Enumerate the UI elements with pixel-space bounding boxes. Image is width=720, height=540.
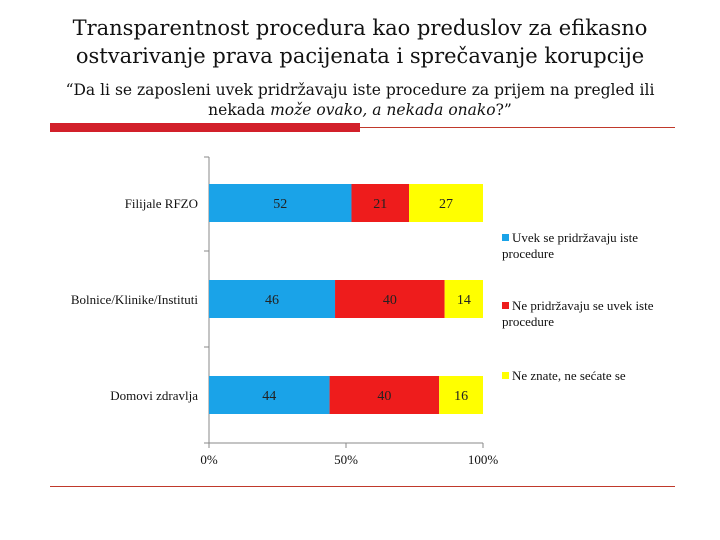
legend-swatch-not-always xyxy=(502,302,509,309)
bar-segment-0-1 xyxy=(351,184,410,222)
category-label-bolnice: Bolnice/Klinike/Instituti xyxy=(70,292,198,307)
bar-segment-0-2 xyxy=(409,184,483,222)
bar-segment-2-2 xyxy=(439,376,483,414)
bar-value-label-0-2: 27 xyxy=(439,197,453,212)
bar-segment-2-0 xyxy=(209,376,330,414)
title-line-1: Transparentnost procedura kao preduslov … xyxy=(72,16,648,40)
bar-value-label-1-0: 46 xyxy=(265,293,279,308)
decorative-red-bar xyxy=(50,123,360,132)
legend-item-always: Uvek se pridržavaju iste procedure xyxy=(502,230,672,262)
bar-value-label-1-1: 40 xyxy=(383,293,397,308)
bar-segment-1-2 xyxy=(444,280,483,318)
legend-swatch-always xyxy=(502,234,509,241)
x-tick-label-1: 50% xyxy=(334,452,358,467)
question-line-1: “Da li se zaposleni uvek pridržavaju ist… xyxy=(65,81,655,99)
bar-value-label-0-1: 21 xyxy=(373,197,387,212)
question-line-2: nekada može ovako, a nekada onako?” xyxy=(40,100,680,120)
bar-value-label-1-2: 14 xyxy=(457,293,471,308)
bar-value-label-2-1: 40 xyxy=(377,389,391,404)
decorative-bottom-rule xyxy=(50,486,675,487)
legend-label-always: Uvek se pridržavaju iste procedure xyxy=(502,230,638,261)
question-line-2-italic: može ovako, a nekada onako xyxy=(270,101,496,119)
title-line-2: ostvarivanje prava pacijenata i sprečava… xyxy=(75,44,645,68)
bar-segment-2-1 xyxy=(329,376,440,414)
bar-value-label-0-0: 52 xyxy=(273,197,287,212)
survey-question: “Da li se zaposleni uvek pridržavaju ist… xyxy=(40,80,680,120)
slide-title: Transparentnost procedura kao preduslov … xyxy=(40,14,680,70)
category-label-filijale: Filijale RFZO xyxy=(124,196,198,211)
bar-segment-0-0 xyxy=(209,184,352,222)
x-tick-label-2: 100% xyxy=(468,452,499,467)
decorative-top-rule xyxy=(360,127,675,128)
question-line-2-plain: nekada xyxy=(208,101,271,119)
bar-segment-1-1 xyxy=(335,280,445,318)
bar-value-label-2-0: 44 xyxy=(262,389,276,404)
legend-item-not-always: Ne pridržavaju se uvek iste procedure xyxy=(502,298,672,330)
question-line-2-end: ?” xyxy=(495,101,512,119)
bar-segment-1-0 xyxy=(209,280,336,318)
legend-swatch-dont-know xyxy=(502,372,509,379)
bar-value-label-2-2: 16 xyxy=(454,389,468,404)
legend-item-dont-know: Ne znate, ne sećate se xyxy=(502,368,672,384)
x-tick-label-0: 0% xyxy=(200,452,218,467)
legend-label-not-always: Ne pridržavaju se uvek iste procedure xyxy=(502,298,654,329)
legend-label-dont-know: Ne znate, ne sećate se xyxy=(512,368,626,383)
category-label-domovi: Domovi zdravlja xyxy=(110,388,198,403)
